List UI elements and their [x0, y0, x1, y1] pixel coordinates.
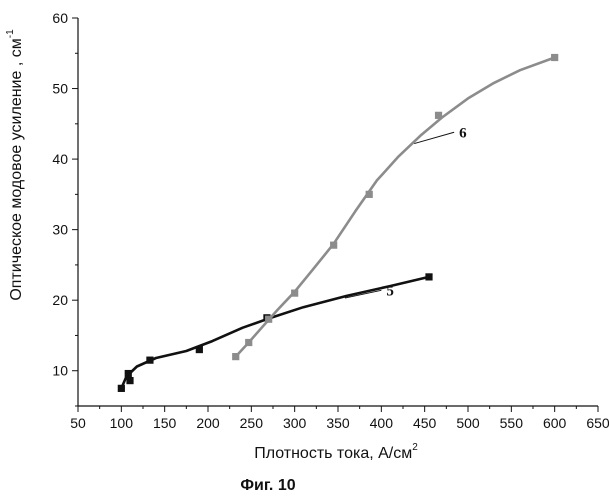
series-6-point [232, 353, 239, 360]
x-axis-title-text: Плотность тока, А/см [254, 445, 412, 462]
x-tick-label: 300 [283, 415, 307, 431]
figure-caption: Фиг. 10 [240, 477, 295, 494]
series-6-point [265, 316, 272, 323]
series-layer: 56 [118, 54, 559, 392]
y-tick-label: 50 [52, 81, 68, 97]
x-tick-label: 550 [500, 415, 524, 431]
series-5-point [146, 357, 153, 364]
series-6-point [435, 112, 442, 119]
x-tick-label: 450 [413, 415, 437, 431]
x-tick-label: 100 [110, 415, 134, 431]
y-tick-label: 60 [52, 10, 68, 26]
x-tick-label: 500 [456, 415, 480, 431]
series-5: 5 [118, 273, 433, 392]
y-axis-title: Оптическое модовое усиление , см-1 [5, 29, 25, 301]
series-6-point [551, 54, 558, 61]
series-6-point [330, 242, 337, 249]
series-5-label: 5 [386, 283, 394, 299]
x-tick-label: 400 [370, 415, 394, 431]
x-tick-label: 150 [153, 415, 177, 431]
series-6-label-leader [414, 132, 454, 143]
x-ticks: 50 100 150 200 250 300 350 400 450 500 550 600 650 [70, 406, 609, 431]
x-tick-label: 200 [196, 415, 220, 431]
series-5-point [425, 273, 432, 280]
series-5-point [125, 370, 132, 377]
x-tick-label: 250 [240, 415, 264, 431]
y-tick-label: 10 [52, 363, 68, 379]
x-tick-label: 50 [70, 415, 86, 431]
series-5-line [121, 277, 429, 389]
series-5-point [126, 377, 133, 384]
series-6-label: 6 [459, 125, 467, 141]
y-ticks: 10 20 30 40 50 60 [52, 10, 78, 406]
y-tick-label: 40 [52, 151, 68, 167]
y-tick-label: 30 [52, 222, 68, 238]
series-6-line [236, 58, 555, 357]
x-axis-title-superscript: 2 [412, 442, 418, 453]
series-6-point [366, 191, 373, 198]
series-6-point [291, 290, 298, 297]
x-tick-label: 350 [326, 415, 350, 431]
series-5-point [118, 385, 125, 392]
axes [78, 18, 598, 406]
x-tick-label: 600 [543, 415, 567, 431]
x-tick-label: 650 [586, 415, 609, 431]
y-axis-title-superscript: -1 [5, 29, 16, 38]
series-5-point [196, 346, 203, 353]
series-6-point [245, 339, 252, 346]
y-axis-title-text: Оптическое модовое усиление , см [8, 38, 25, 300]
y-tick-label: 20 [52, 292, 68, 308]
x-axis-title: Плотность тока, А/см2 [254, 442, 418, 462]
